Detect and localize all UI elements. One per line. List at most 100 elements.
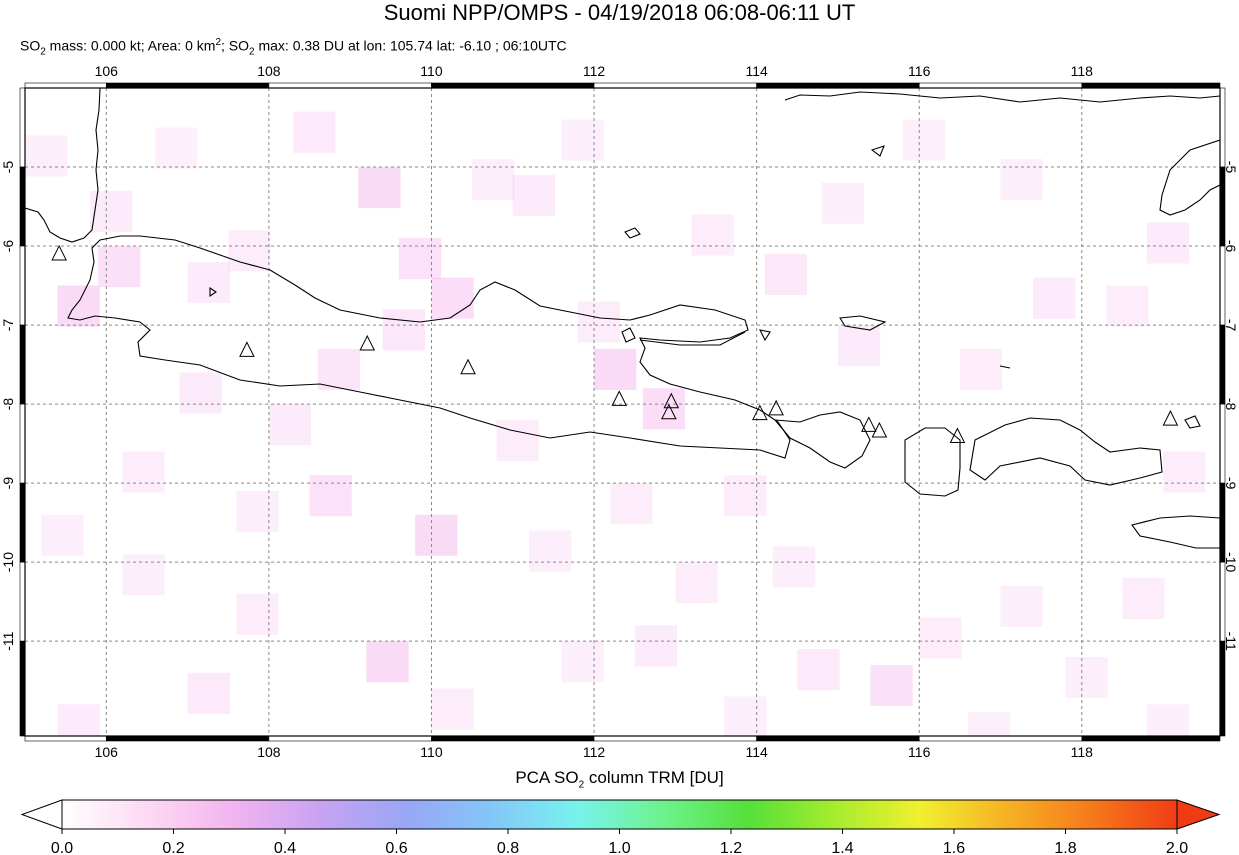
so2-cell — [228, 230, 271, 272]
frame-left-segment — [19, 640, 26, 737]
so2-cell — [1106, 285, 1149, 327]
mass-text: mass: 0.000 kt; Area: 0 km — [45, 37, 216, 54]
frame-left-segment — [19, 403, 26, 484]
so2-cell — [317, 348, 360, 390]
frame-left-segment — [19, 245, 26, 326]
island-5 — [870, 145, 885, 157]
java-coast — [67, 235, 791, 459]
frame-top-segment — [756, 82, 920, 89]
mass-sub: 2 — [40, 46, 46, 58]
colorbar-tick-label: 1.4 — [831, 840, 853, 855]
cb-title-sub: 2 — [578, 779, 585, 791]
so2-cell — [187, 261, 230, 303]
frame-top-segment — [268, 82, 432, 89]
lat-label-right: -7 — [1223, 319, 1239, 332]
so2-cell — [610, 483, 653, 525]
so2-cell — [41, 514, 84, 556]
colorbar-tick-label: 0.0 — [51, 840, 73, 855]
lombok-coast — [904, 427, 961, 497]
so2-cell — [1146, 704, 1190, 736]
sumatra-coast — [25, 88, 101, 243]
frame-right-segment — [1219, 403, 1226, 484]
colorbar-high-arrow — [1176, 799, 1221, 830]
so2-cell — [293, 111, 336, 153]
so2-cell — [268, 404, 312, 446]
island-3 — [759, 329, 771, 342]
frame-bottom-segment — [105, 735, 270, 742]
lon-label-top: 106 — [95, 63, 119, 79]
lon-label-bottom: 114 — [745, 744, 768, 760]
so2-cell — [1000, 585, 1043, 627]
max-sub: 2 — [249, 46, 255, 58]
map-frame — [19, 82, 1226, 742]
volcano-triangle-icon — [611, 390, 628, 406]
frame-left-segment — [19, 324, 26, 405]
so2-cell — [431, 277, 474, 319]
so2-cell — [634, 625, 677, 667]
frame-bottom-segment — [24, 735, 107, 742]
so2-cell — [187, 672, 230, 714]
lon-label-bottom: 108 — [257, 744, 281, 760]
frame-left-segment — [19, 482, 26, 563]
coastlines — [25, 88, 1220, 549]
frame-top-segment — [593, 82, 757, 89]
max-prefix: ; SO — [221, 37, 250, 54]
so2-cell — [724, 475, 767, 517]
so2-cell — [691, 214, 734, 256]
so2-cell — [1000, 159, 1043, 201]
lat-label-right: -11 — [1223, 632, 1239, 651]
volcano-triangle-icon — [460, 358, 476, 375]
frame-top-segment — [105, 82, 270, 89]
so2-cell — [366, 641, 409, 683]
colorbar-tick-label: 1.2 — [720, 840, 742, 855]
lat-label-left: -6 — [0, 240, 16, 253]
cb-title-prefix: PCA SO — [515, 768, 579, 787]
sumbawa-coast — [969, 417, 1163, 486]
so2-cell — [155, 127, 198, 169]
lat-label-left: -10 — [0, 552, 16, 572]
island-6 — [1184, 415, 1201, 429]
frame-right-segment — [1219, 87, 1226, 168]
volcano-triangle-icon — [359, 334, 376, 351]
lat-label-right: -8 — [1223, 398, 1239, 411]
madura-coast — [639, 331, 746, 346]
volcano-triangle-icon — [661, 403, 677, 420]
so2-cells — [25, 111, 1206, 736]
bali-coast — [773, 411, 871, 469]
map-title: Suomi NPP/OMPS - 04/19/2018 06:08-06:11 … — [383, 0, 856, 25]
so2-cell — [724, 696, 767, 736]
volcano-triangle-icon — [768, 399, 784, 416]
frame-right-segment — [1219, 324, 1226, 405]
area-sup: 2 — [215, 37, 221, 48]
lat-label-right: -9 — [1223, 477, 1239, 490]
colorbar-tick-label: 0.2 — [162, 840, 184, 855]
so2-cell — [57, 285, 100, 327]
so2-cell — [1163, 451, 1206, 493]
island-4 — [209, 286, 217, 298]
so2-cell — [959, 348, 1003, 390]
frame-bottom-segment — [593, 735, 757, 742]
so2-cell — [967, 712, 1011, 736]
frame-bottom-segment — [918, 735, 1083, 742]
volcano-markers — [51, 244, 1179, 443]
island-7 — [999, 365, 1011, 369]
so2-cell — [309, 475, 352, 517]
lon-label-top: 116 — [908, 63, 931, 79]
frame-top-segment — [24, 82, 107, 89]
lon-label-bottom: 110 — [420, 744, 443, 760]
colorbar-tick-label: 2.0 — [1166, 840, 1188, 855]
cb-title-suffix: column TRM [DU] — [584, 768, 724, 787]
lat-label-right: -5 — [1223, 161, 1239, 174]
frame-top-segment — [1081, 82, 1221, 89]
colorbar-tick-label: 1.8 — [1054, 840, 1076, 855]
volcano-triangle-icon — [861, 416, 877, 432]
volcano-triangle-icon — [949, 427, 966, 443]
so2-cell — [764, 253, 808, 296]
so2-cell — [675, 562, 718, 604]
so2-cell — [122, 451, 165, 493]
so2-cell — [1033, 277, 1076, 319]
colorbar-tick-label: 1.0 — [608, 840, 630, 855]
lon-label-top: 110 — [420, 63, 443, 79]
lat-label-left: -9 — [0, 477, 16, 490]
map-background — [25, 88, 1220, 736]
